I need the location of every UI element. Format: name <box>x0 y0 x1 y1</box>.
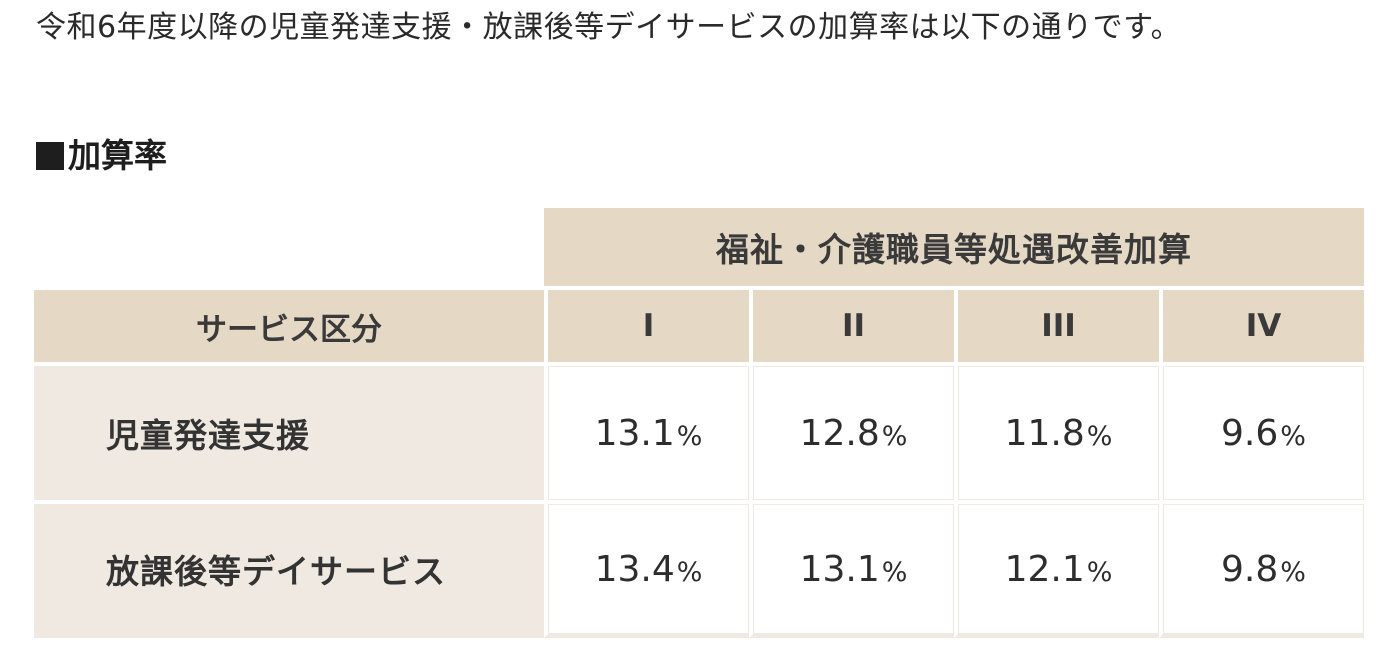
rate-cell: 13.4% <box>544 500 749 638</box>
section-heading-text: 加算率 <box>68 136 167 175</box>
rate-value: 9.6 <box>1221 412 1279 454</box>
rate-value: 13.4 <box>594 548 675 590</box>
percent-sign: % <box>676 420 703 452</box>
tier-column-header: IV <box>1159 286 1364 362</box>
rate-cell: 11.8% <box>954 362 1159 500</box>
service-name-cell: 児童発達支援 <box>34 362 544 500</box>
tier-column-header: II <box>749 286 954 362</box>
tier-column-header: I <box>544 286 749 362</box>
table-group-header: 福祉・介護職員等処遇改善加算 <box>544 208 1364 286</box>
rate-cell: 12.8% <box>749 362 954 500</box>
service-name-cell: 放課後等デイサービス <box>34 500 544 638</box>
rate-value: 9.8 <box>1221 548 1279 590</box>
table-row: 児童発達支援 13.1% 12.8% 11.8% 9.6% <box>34 362 1364 500</box>
rate-value: 12.8 <box>799 412 880 454</box>
section-heading: 加算率 <box>36 134 167 178</box>
square-bullet-icon <box>36 142 64 170</box>
tier-column-header: III <box>954 286 1159 362</box>
rate-value: 13.1 <box>799 548 880 590</box>
table-corner-blank <box>34 208 544 286</box>
rate-value: 12.1 <box>1004 548 1085 590</box>
rate-cell: 12.1% <box>954 500 1159 638</box>
rate-cell: 9.6% <box>1159 362 1364 500</box>
addition-rate-table: 福祉・介護職員等処遇改善加算 サービス区分 I II III IV 児童発達支援… <box>34 208 1364 638</box>
percent-sign: % <box>1086 556 1113 588</box>
table-column-header-row: サービス区分 I II III IV <box>34 286 1364 362</box>
rate-value: 11.8 <box>1004 412 1085 454</box>
intro-paragraph: 令和6年度以降の児童発達支援・放課後等デイサービスの加算率は以下の通りです。 <box>36 10 1182 45</box>
rate-cell: 13.1% <box>544 362 749 500</box>
percent-sign: % <box>881 420 908 452</box>
table-group-header-row: 福祉・介護職員等処遇改善加算 <box>34 208 1364 286</box>
percent-sign: % <box>676 556 703 588</box>
table-row: 放課後等デイサービス 13.4% 13.1% 12.1% 9.8% <box>34 500 1364 638</box>
rate-cell: 9.8% <box>1159 500 1364 638</box>
percent-sign: % <box>1086 420 1113 452</box>
service-column-header: サービス区分 <box>34 286 544 362</box>
rate-value: 13.1 <box>594 412 675 454</box>
percent-sign: % <box>1280 420 1306 452</box>
percent-sign: % <box>881 556 908 588</box>
percent-sign: % <box>1280 556 1306 588</box>
rate-cell: 13.1% <box>749 500 954 638</box>
